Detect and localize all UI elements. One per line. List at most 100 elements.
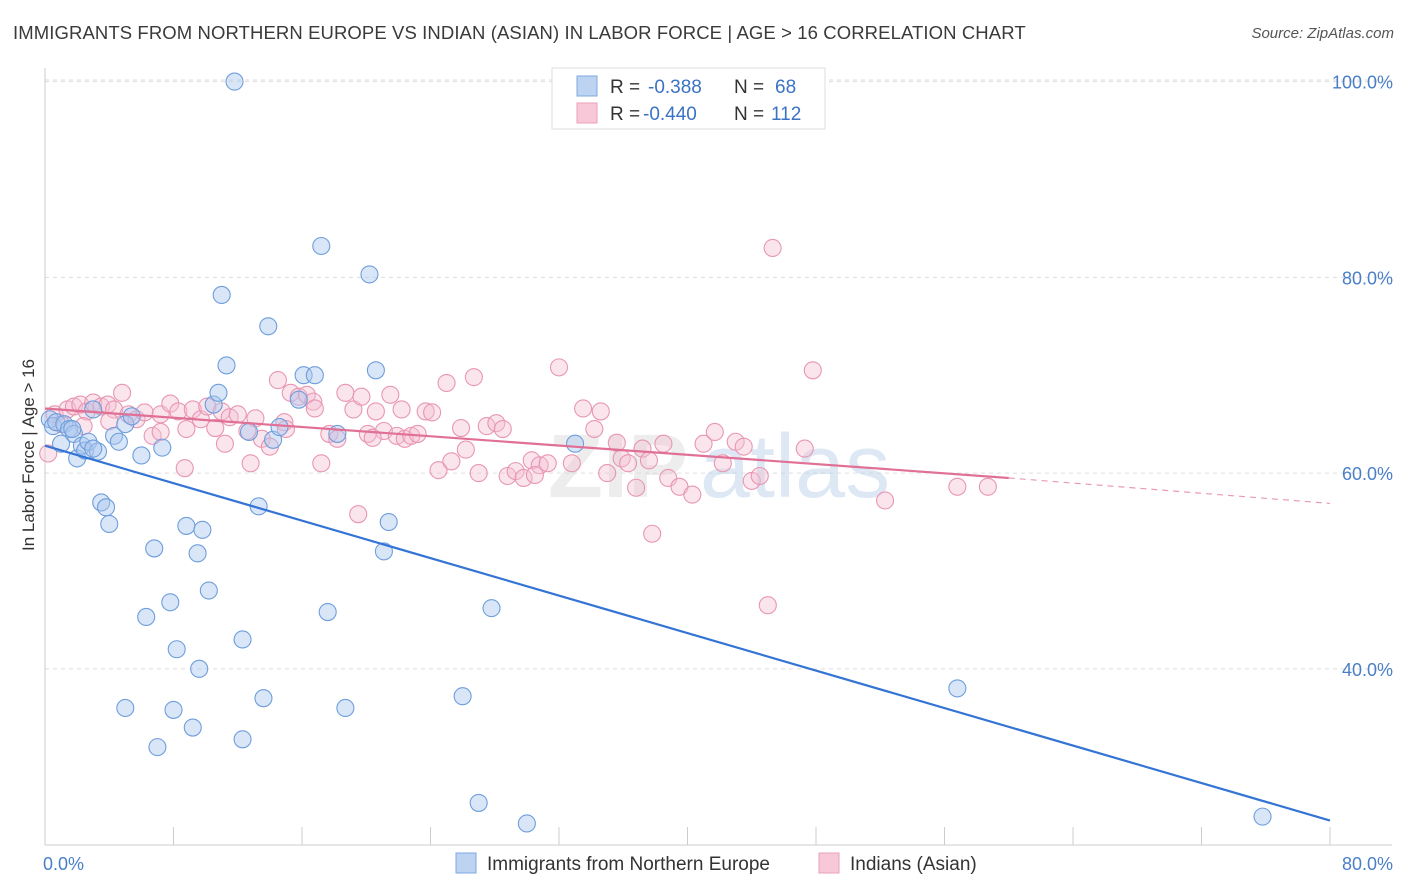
point-indian-asian xyxy=(304,392,323,411)
point-northern-europe xyxy=(132,446,151,465)
point-indian-asian xyxy=(349,505,368,524)
point-indian-asian xyxy=(734,437,753,456)
watermark-zip: ZIP xyxy=(548,417,688,517)
point-northern-europe xyxy=(312,236,331,256)
point-indian-asian xyxy=(206,419,225,438)
y-tick-label: 40.0% xyxy=(1342,660,1393,680)
point-indian-asian xyxy=(305,399,324,418)
point-indian-asian xyxy=(750,466,769,486)
point-indian-asian xyxy=(151,422,170,442)
point-indian-asian xyxy=(525,465,544,485)
chart-title: IMMIGRANTS FROM NORTHERN EUROPE VS INDIA… xyxy=(13,22,1026,43)
point-northern-europe xyxy=(164,700,183,719)
point-northern-europe xyxy=(233,630,252,649)
point-northern-europe xyxy=(259,317,278,336)
point-northern-europe xyxy=(209,383,228,402)
top-legend: R = -0.388 N = 68 R = -0.440 N = 112 xyxy=(551,67,826,130)
trend-line-indian-asian xyxy=(44,407,1009,480)
point-northern-europe xyxy=(305,366,324,385)
point-northern-europe xyxy=(239,422,259,442)
bottom-legend-swatch-pink xyxy=(818,852,840,874)
y-axis-title: In Labor Force | Age > 16 xyxy=(19,359,38,551)
point-northern-europe xyxy=(360,265,379,284)
trend-line-indian-asian-dashed xyxy=(1008,477,1331,505)
point-indian-asian xyxy=(538,454,557,473)
trend-line-northern-europe xyxy=(44,444,1331,822)
point-indian-asian xyxy=(627,478,646,497)
point-indian-asian xyxy=(437,373,456,393)
y-tick-label: 100.0% xyxy=(1332,73,1393,93)
bottom-legend: Immigrants from Northern Europe Indians … xyxy=(455,852,977,875)
y-tick-label: 60.0% xyxy=(1342,464,1393,484)
legend-n-label-1: N = xyxy=(734,77,764,98)
point-northern-europe xyxy=(366,361,385,380)
point-northern-europe xyxy=(469,793,488,812)
point-indian-asian xyxy=(215,434,234,453)
legend-n-value-1: 68 xyxy=(775,77,796,98)
point-indian-asian xyxy=(763,238,782,258)
point-northern-europe xyxy=(289,390,308,409)
point-indian-asian xyxy=(381,385,400,404)
bottom-legend-label-2: Indians (Asian) xyxy=(850,854,977,875)
point-northern-europe xyxy=(188,544,207,563)
point-indian-asian xyxy=(795,439,814,458)
point-indian-asian xyxy=(562,454,581,473)
point-northern-europe xyxy=(109,432,128,451)
point-northern-europe xyxy=(137,607,156,627)
point-northern-europe xyxy=(566,434,585,453)
point-northern-europe xyxy=(183,718,202,737)
point-indian-asian xyxy=(344,400,363,419)
point-northern-europe xyxy=(374,542,393,561)
point-northern-europe xyxy=(105,426,124,445)
point-northern-europe xyxy=(204,395,223,414)
point-indian-asian xyxy=(978,477,997,496)
point-northern-europe xyxy=(212,285,231,304)
point-northern-europe xyxy=(177,516,196,535)
point-northern-europe xyxy=(199,581,218,600)
point-indian-asian xyxy=(591,402,610,421)
point-northern-europe xyxy=(148,738,167,757)
point-northern-europe xyxy=(116,698,135,718)
point-northern-europe xyxy=(193,520,212,539)
axis-layer xyxy=(44,68,1392,846)
point-indian-asian xyxy=(241,454,260,473)
point-northern-europe xyxy=(233,730,252,749)
point-northern-europe xyxy=(52,434,71,453)
point-indian-asian xyxy=(423,403,442,422)
point-indian-asian xyxy=(639,451,659,470)
point-northern-europe xyxy=(167,640,186,659)
points-layer xyxy=(39,72,1272,833)
point-northern-europe xyxy=(217,356,236,375)
trend-lines xyxy=(44,407,1331,822)
point-northern-europe xyxy=(379,512,398,532)
point-northern-europe xyxy=(145,539,164,558)
point-northern-europe xyxy=(336,698,355,718)
point-indian-asian xyxy=(514,468,533,488)
point-northern-europe xyxy=(190,659,209,678)
point-indian-asian xyxy=(493,419,512,439)
legend-n-label-2: N = xyxy=(734,104,764,125)
point-indian-asian xyxy=(654,434,673,453)
point-northern-europe xyxy=(63,419,82,439)
point-indian-asian xyxy=(456,440,475,459)
point-indian-asian xyxy=(683,485,702,504)
point-northern-europe xyxy=(453,687,472,706)
point-northern-europe xyxy=(122,407,141,426)
point-indian-asian xyxy=(39,444,58,463)
point-northern-europe xyxy=(254,689,273,708)
point-indian-asian xyxy=(312,454,331,473)
point-northern-europe xyxy=(225,72,244,91)
point-indian-asian xyxy=(585,419,604,439)
point-indian-asian xyxy=(366,402,385,421)
x-tick-label-min: 0.0% xyxy=(43,854,84,874)
point-northern-europe xyxy=(84,400,103,419)
point-indian-asian xyxy=(416,402,435,421)
grid-layer xyxy=(45,79,1392,670)
point-indian-asian xyxy=(451,419,471,438)
point-indian-asian xyxy=(643,524,662,543)
point-northern-europe xyxy=(517,814,536,833)
point-northern-europe xyxy=(318,603,337,622)
point-indian-asian xyxy=(352,387,371,406)
point-indian-asian xyxy=(549,358,569,377)
